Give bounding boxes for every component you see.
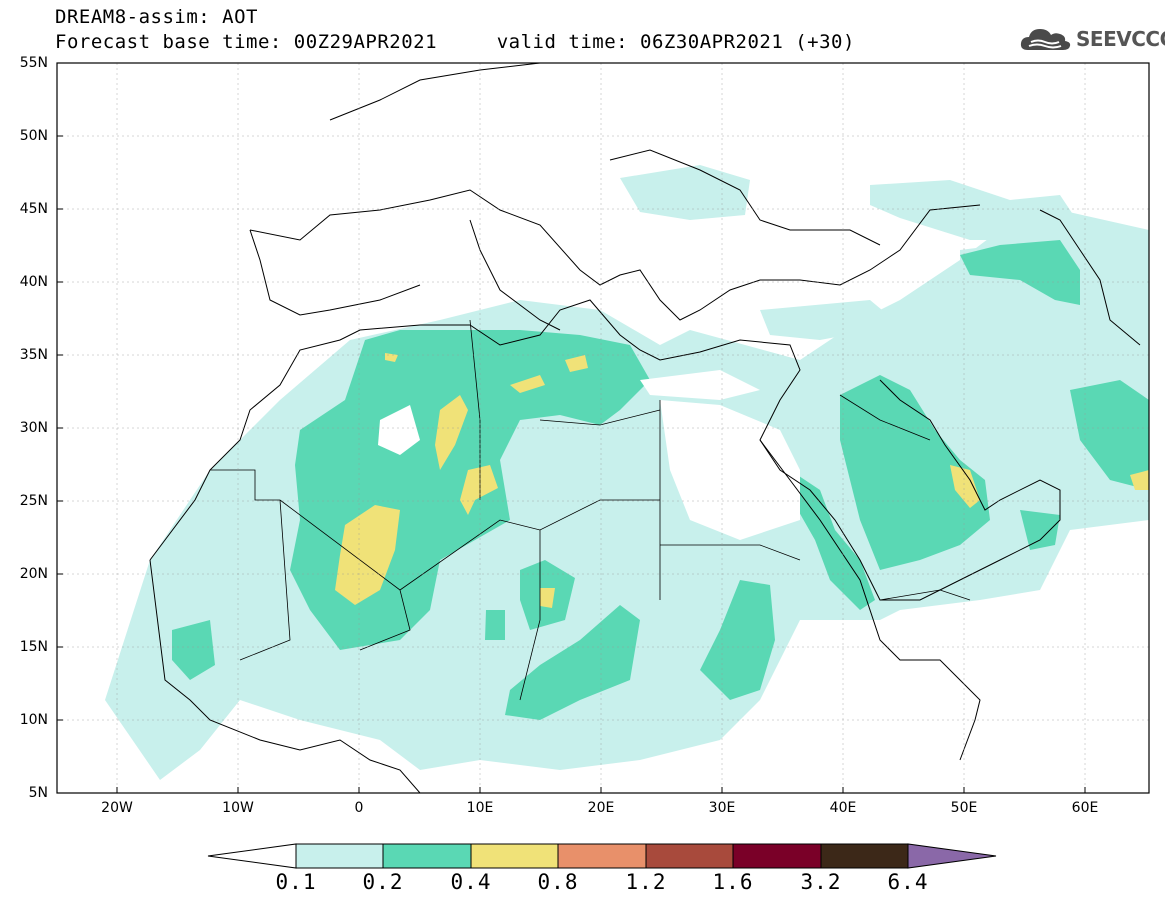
- lon-label-20w: 20W: [101, 800, 133, 816]
- colorbar-label-0.4: 0.4: [450, 870, 492, 894]
- lat-label-55n: 55N: [19, 55, 48, 71]
- lon-label-40e: 40E: [829, 800, 857, 816]
- title-line-2: Forecast base time: 00Z29APR2021 valid t…: [55, 31, 855, 53]
- lon-label-50e: 50E: [950, 800, 978, 816]
- colorbar-label-6.4: 6.4: [887, 870, 929, 894]
- lat-label-40n: 40N: [19, 274, 48, 290]
- title-line-1: DREAM8-assim: AOT: [55, 6, 258, 28]
- clear-sky-areas: [378, 370, 800, 540]
- lon-label-0: 0: [354, 800, 364, 816]
- lat-label-15n: 15N: [19, 639, 48, 655]
- lat-label-30n: 30N: [19, 420, 48, 436]
- lat-label-20n: 20N: [19, 566, 48, 582]
- country-borders: [210, 319, 971, 701]
- colorbar-label-0.1: 0.1: [275, 870, 317, 894]
- aot-band-0.4-0.8: [335, 353, 1149, 608]
- colorbar-label-0.8: 0.8: [537, 870, 579, 894]
- lon-label-10w: 10W: [222, 800, 254, 816]
- lon-label-60e: 60E: [1071, 800, 1099, 816]
- coastlines: [149, 63, 1141, 793]
- lat-label-35n: 35N: [19, 347, 48, 363]
- lon-label-10e: 10E: [466, 800, 494, 816]
- logo-text: SEEVCCC: [1076, 27, 1165, 51]
- colorbar-label-0.2: 0.2: [362, 870, 404, 894]
- lat-label-5n: 5N: [28, 785, 48, 801]
- colorbar-label-3.2: 3.2: [800, 870, 842, 894]
- tick-marks: [57, 62, 1086, 794]
- lat-label-10n: 10N: [19, 712, 48, 728]
- lat-label-50n: 50N: [19, 128, 48, 144]
- lat-label-25n: 25N: [19, 493, 48, 509]
- lon-label-20e: 20E: [587, 800, 615, 816]
- lon-label-30e: 30E: [708, 800, 736, 816]
- seevccc-logo: SEEVCCC: [1018, 24, 1165, 54]
- graticule: [57, 63, 1149, 793]
- colorbar-label-1.2: 1.2: [625, 870, 667, 894]
- cloud-logo-icon: [1020, 29, 1071, 50]
- colorbar-label-1.6: 1.6: [712, 870, 754, 894]
- lat-label-45n: 45N: [19, 201, 48, 217]
